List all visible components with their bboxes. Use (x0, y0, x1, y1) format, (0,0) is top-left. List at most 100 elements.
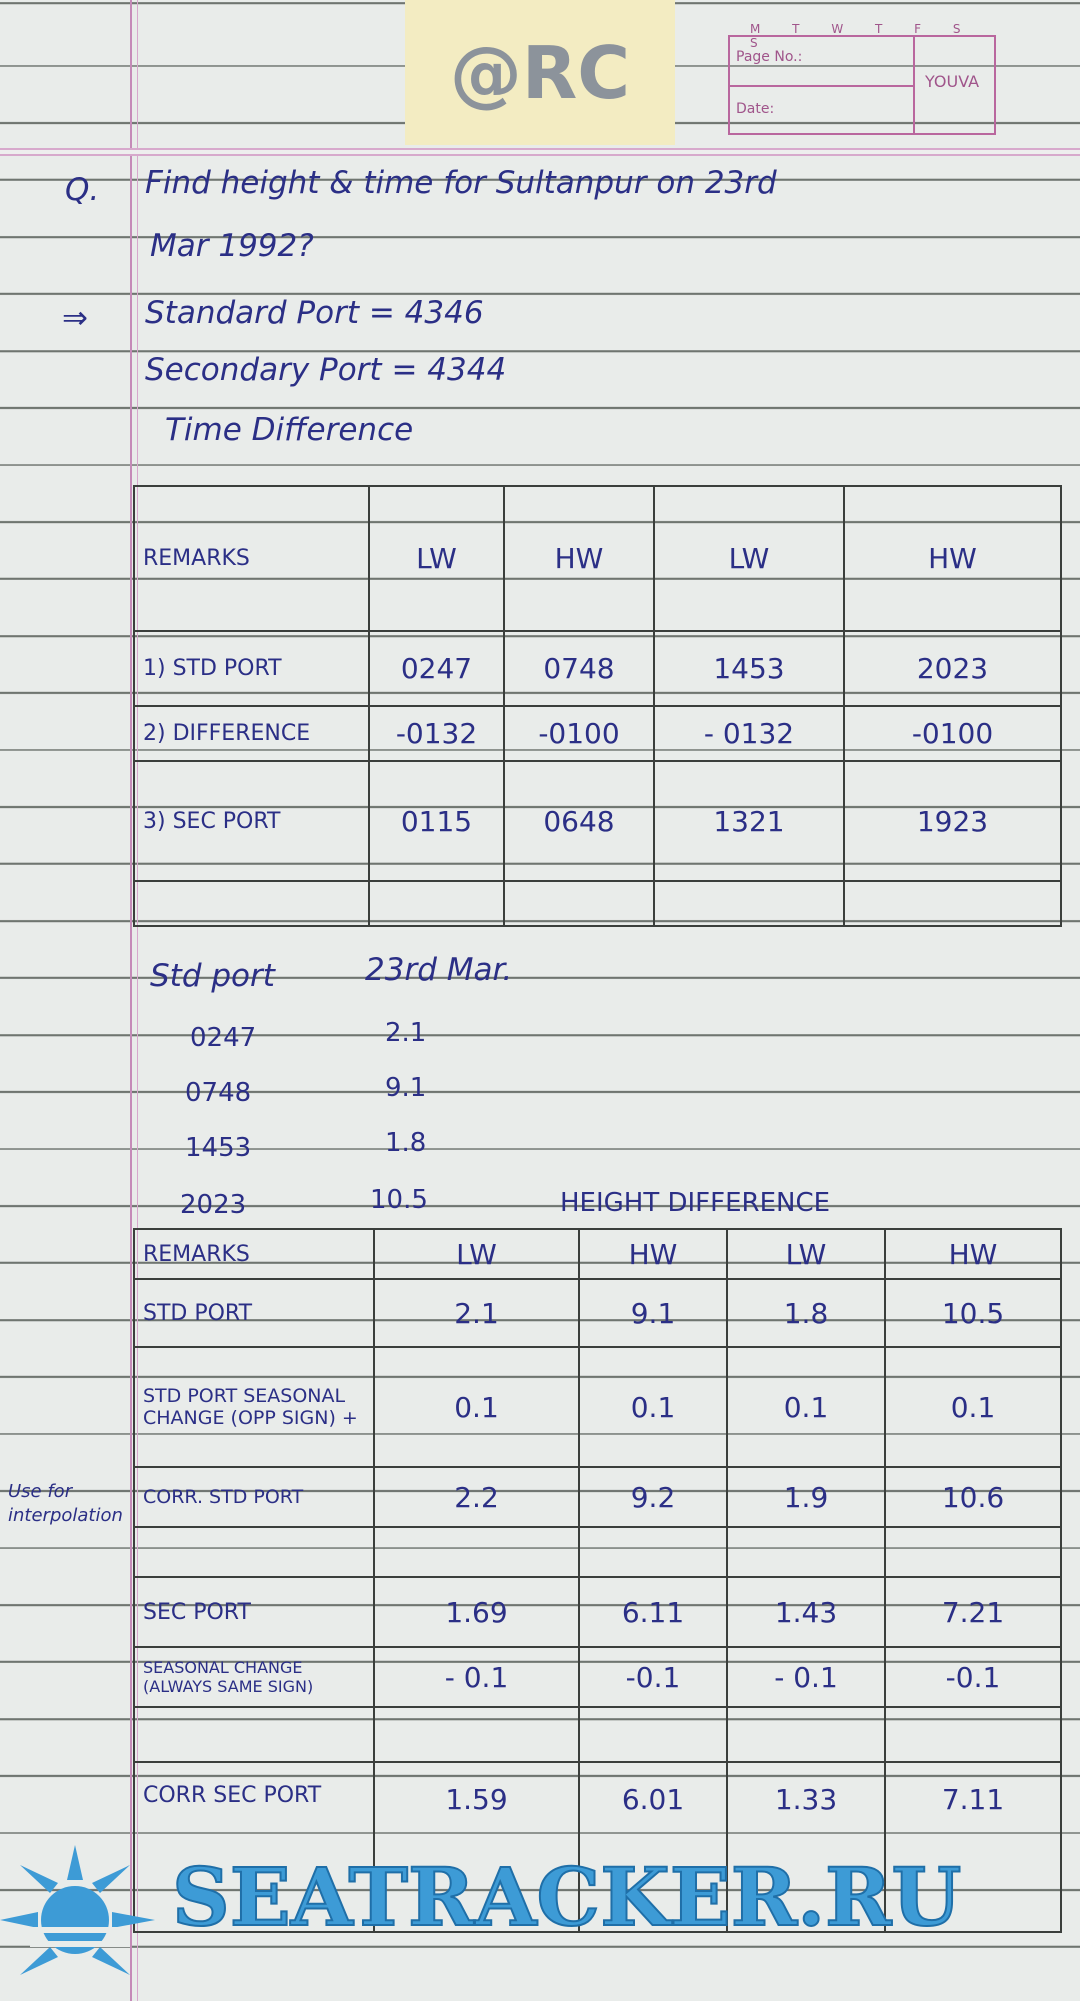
row-label: 3) SEC PORT (133, 760, 370, 882)
cell: 1.59 (373, 1761, 580, 1933)
table-row: STD PORT 2.1 9.1 1.8 10.5 (133, 1278, 1062, 1348)
time-value: 0247 (190, 1023, 257, 1053)
cell: 7.11 (884, 1761, 1062, 1933)
height-value: 1.8 (385, 1128, 427, 1158)
cell: -0.1 (884, 1646, 1062, 1708)
standard-port: Standard Port = 4346 (145, 295, 484, 331)
margin-note: Use for interpolation (8, 1481, 123, 1526)
header-cell: REMARKS (133, 485, 370, 632)
table-row: SEC PORT 1.69 6.11 1.43 7.21 (133, 1576, 1062, 1648)
cell: - 0.1 (373, 1646, 580, 1708)
question-line-1: Find height & time for Sultanpur on 23rd (145, 165, 777, 201)
table-row: 3) SEC PORT 0115 0648 1321 1923 (133, 760, 1062, 882)
weekday-strip: M T W T F S S (750, 22, 975, 50)
row-label: 2) DIFFERENCE (133, 705, 370, 762)
cell: 0.1 (884, 1346, 1062, 1468)
cell: -0100 (843, 705, 1062, 762)
table-header-row: REMARKS LW HW LW HW (133, 485, 1062, 632)
row-label: CORR SEC PORT (133, 1761, 375, 1933)
cell: 6.11 (578, 1576, 728, 1648)
header-cell: LW (653, 485, 845, 632)
cell: 0648 (503, 760, 655, 882)
cell: 6.01 (578, 1761, 728, 1933)
section-title: Time Difference (165, 412, 414, 448)
table-row: 2) DIFFERENCE -0132 -0100 - 0132 -0100 (133, 705, 1062, 762)
cell: - 0132 (653, 705, 845, 762)
cell: 1321 (653, 760, 845, 882)
cell: -0.1 (578, 1646, 728, 1708)
cell: 0115 (368, 760, 505, 882)
height-value: 10.5 (370, 1185, 428, 1215)
row-label: CORR. STD PORT (133, 1466, 375, 1528)
cell: 10.6 (884, 1466, 1062, 1528)
height-value: 9.1 (385, 1073, 427, 1103)
table-header-row: REMARKS LW HW LW HW (133, 1228, 1062, 1280)
cell: 7.21 (884, 1576, 1062, 1648)
header-cell: LW (726, 1228, 886, 1280)
sun-logo-icon (0, 1845, 155, 1975)
cell: 1.43 (726, 1576, 886, 1648)
cell: 1.69 (373, 1576, 580, 1648)
std-port-heading: Std port (150, 958, 275, 994)
row-label: STD PORT (133, 1278, 375, 1348)
height-table-title: HEIGHT DIFFERENCE (560, 1188, 831, 1218)
cell: 1.8 (726, 1278, 886, 1348)
watermark: SEATRACKER.RU (171, 1849, 962, 1945)
cell: -0132 (368, 705, 505, 762)
secondary-port: Secondary Port = 4344 (145, 352, 507, 388)
cell: 1.33 (726, 1761, 886, 1933)
time-value: 1453 (185, 1133, 252, 1163)
row-label: 1) STD PORT (133, 630, 370, 707)
table-row: SEASONAL CHANGE (ALWAYS SAME SIGN) - 0.1… (133, 1646, 1062, 1708)
cell: 2.2 (373, 1466, 580, 1528)
page-no-field: Page No.: (730, 37, 915, 87)
header-cell: HW (503, 485, 655, 632)
table-row: 1) STD PORT 0247 0748 1453 2023 (133, 630, 1062, 707)
time-value: 2023 (180, 1190, 247, 1220)
table-row (133, 1706, 1062, 1763)
cell: 0748 (503, 630, 655, 707)
time-value: 0748 (185, 1078, 252, 1108)
header-rule (0, 148, 1080, 156)
table-row: CORR SEC PORT 1.59 6.01 1.33 7.11 (133, 1761, 1062, 1933)
header-cell: HW (578, 1228, 728, 1280)
table-row (133, 1526, 1062, 1578)
cell: 0247 (368, 630, 505, 707)
cell: 1.9 (726, 1466, 886, 1528)
cell: 9.1 (578, 1278, 728, 1348)
arc-logo: @RC (405, 0, 675, 145)
time-difference-table: REMARKS LW HW LW HW 1) STD PORT 0247 074… (133, 485, 1062, 927)
header-cell: LW (373, 1228, 580, 1280)
cell: 0.1 (726, 1346, 886, 1468)
cell: 0.1 (578, 1346, 728, 1468)
table-row (133, 880, 1062, 927)
header-cell: HW (884, 1228, 1062, 1280)
height-value: 2.1 (385, 1018, 427, 1048)
height-difference-table: REMARKS LW HW LW HW STD PORT 2.1 9.1 1.8… (133, 1228, 1062, 1933)
row-label: SEC PORT (133, 1576, 375, 1648)
cell: 1923 (843, 760, 1062, 882)
date-field: Date: (730, 87, 915, 133)
row-label: STD PORT SEASONAL CHANGE (OPP SIGN) + (133, 1346, 375, 1468)
cell: - 0.1 (726, 1646, 886, 1708)
page-date-box: Page No.: Date: YOUVA (728, 35, 996, 135)
date-heading: 23rd Mar. (365, 952, 513, 988)
margin-line (137, 0, 138, 2001)
brand-label: YOUVA (925, 72, 980, 91)
cell: 0.1 (373, 1346, 580, 1468)
cell: 10.5 (884, 1278, 1062, 1348)
table-row: CORR. STD PORT 2.2 9.2 1.9 10.6 (133, 1466, 1062, 1528)
cell: -0100 (503, 705, 655, 762)
row-label: SEASONAL CHANGE (ALWAYS SAME SIGN) (133, 1646, 375, 1708)
margin-line (130, 0, 132, 2001)
cell: 9.2 (578, 1466, 728, 1528)
cell: 2023 (843, 630, 1062, 707)
header-cell: REMARKS (133, 1228, 375, 1280)
header-cell: HW (843, 485, 1062, 632)
cell: 2.1 (373, 1278, 580, 1348)
table-row: STD PORT SEASONAL CHANGE (OPP SIGN) + 0.… (133, 1346, 1062, 1468)
question-line-2: Mar 1992? (150, 228, 314, 264)
cell: 1453 (653, 630, 845, 707)
header-cell: LW (368, 485, 505, 632)
question-marker: Q. (65, 172, 100, 208)
